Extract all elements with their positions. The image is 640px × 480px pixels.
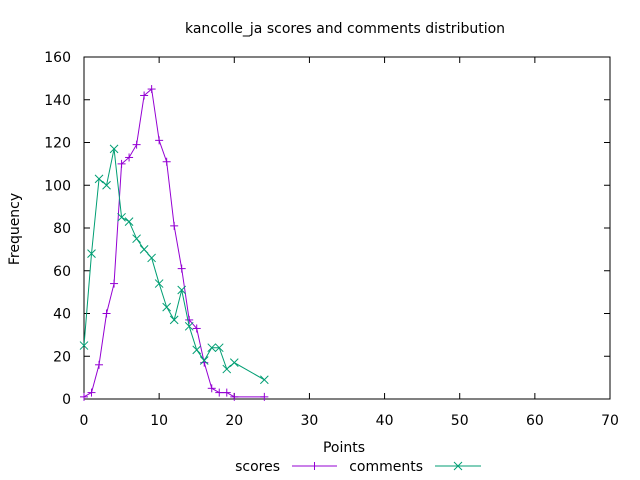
x-tick-label: 10 [150,413,168,429]
data-point-comments [192,345,202,355]
data-point-comments [147,253,156,263]
data-point-scores [177,264,186,273]
data-point-comments [207,343,217,353]
y-tick-label: 0 [62,392,71,408]
x-tick-label: 50 [451,413,469,429]
data-point-scores [110,279,119,288]
x-axis-ticks: 0 10 20 30 40 50 60 70 [80,57,619,429]
data-point-scores [80,392,88,401]
legend-label: comments [349,459,423,475]
y-tick-label: 160 [44,50,71,66]
data-point-scores [87,388,96,397]
y-tick-label: 100 [44,178,71,194]
data-point-scores [125,153,134,162]
data-point-scores [207,384,216,393]
x-tick-label: 0 [80,413,89,429]
y-tick-label: 20 [53,349,71,365]
data-point-comments [177,285,187,295]
data-point-scores [117,159,126,168]
series-line-comments [83,148,265,381]
x-tick-label: 60 [526,413,544,429]
legend: scores comments [235,459,481,475]
x-tick-label: 20 [225,413,243,429]
data-point-comments [169,315,179,325]
y-tick-label: 140 [44,93,71,109]
data-point-comments [132,234,141,244]
data-point-comments [214,343,224,353]
data-point-comments [139,245,149,254]
data-point-scores [192,324,201,333]
data-point-scores [147,85,156,94]
legend-entry-scores: scores [235,459,337,475]
data-point-comments [124,217,134,226]
data-point-scores [222,388,231,397]
data-point-scores [215,388,224,397]
data-point-scores [260,392,269,401]
plot-frame [83,56,611,400]
data-point-scores [95,360,104,369]
y-tick-label: 80 [53,221,71,237]
data-point-comments [259,375,269,385]
series-comments [79,144,269,385]
data-point-comments [162,302,172,312]
legend-entry-comments: comments [349,459,481,475]
y-tick-label: 60 [53,264,71,280]
chart-title: kancolle_ja scores and comments distribu… [185,21,505,37]
data-point-scores [132,140,141,149]
y-tick-label: 120 [44,136,71,152]
series-layer [79,85,269,401]
data-point-comments [154,279,164,288]
y-axis-label: Frequency [7,193,23,265]
series-line-scores [83,88,265,398]
data-point-scores [162,157,171,166]
data-point-comments [199,356,209,365]
data-point-scores [155,136,164,145]
data-point-scores [102,309,111,318]
data-point-comments [109,144,119,154]
legend-swatch-marker [453,461,463,471]
data-point-comments [117,212,126,222]
data-point-scores [230,392,239,401]
x-tick-label: 30 [301,413,319,429]
data-point-comments [94,174,104,184]
legend-swatch-marker [310,462,319,470]
data-point-scores [185,315,194,324]
data-point-comments [79,341,89,350]
data-point-scores [140,91,149,100]
data-point-comments [102,180,111,190]
data-point-comments [222,364,232,374]
x-axis-label: Points [323,440,365,456]
legend-label: scores [235,459,280,475]
data-point-comments [184,321,194,331]
y-axis-ticks: 0 20 40 60 80 100 120 140 160 [44,50,610,408]
x-tick-label: 40 [376,413,394,429]
y-tick-label: 40 [53,307,71,323]
data-point-comments [87,249,96,259]
data-point-scores [170,221,179,230]
series-scores [80,85,269,401]
data-point-comments [229,358,239,368]
x-tick-label: 70 [601,413,619,429]
